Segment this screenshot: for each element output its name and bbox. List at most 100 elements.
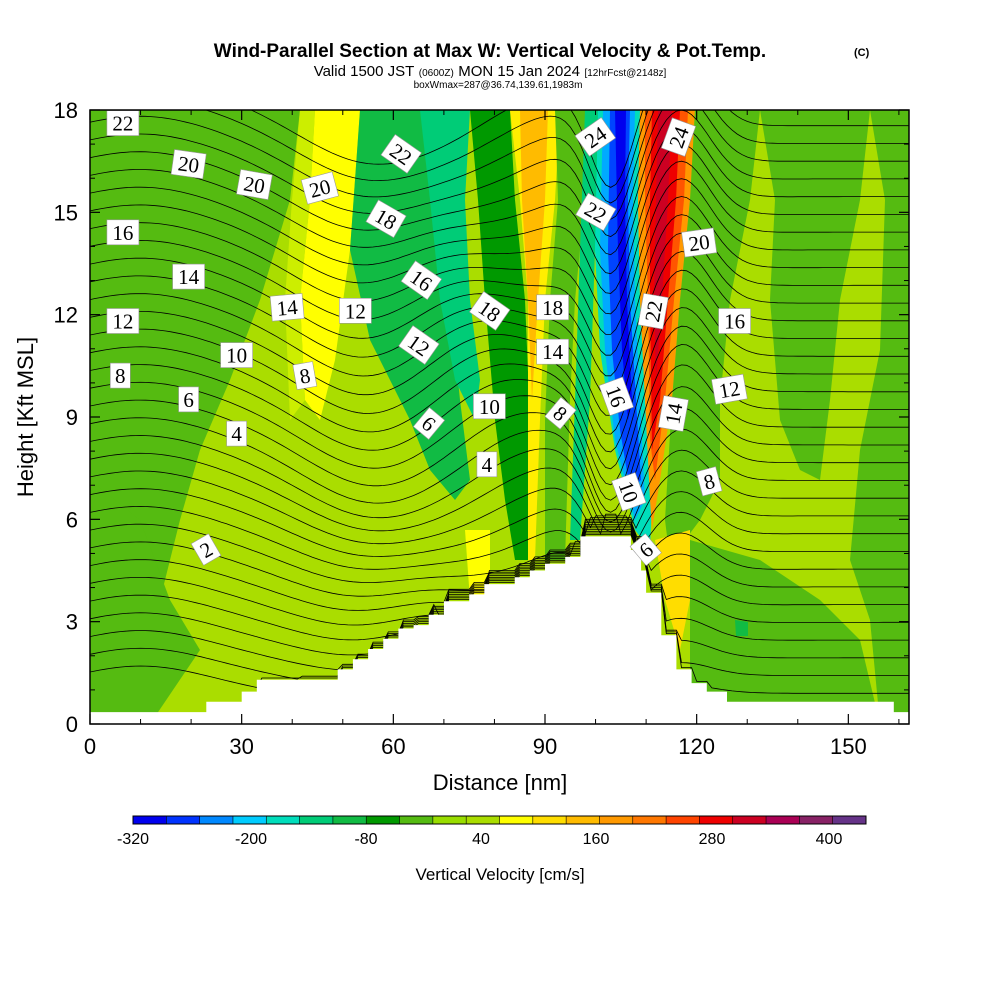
contour-label-text: 6 — [183, 388, 194, 412]
contour-label-box — [226, 420, 247, 447]
contour-label-box — [412, 406, 446, 440]
x-axis-label: Distance [nm] — [433, 770, 568, 795]
contour-label-text: 12 — [717, 376, 742, 403]
contour-label-box — [544, 396, 577, 430]
contour-label-box — [190, 533, 222, 566]
chart-subtitle-2: boxWmax=287@36.74,139.61,1983m — [414, 80, 583, 91]
colorbar-label: Vertical Velocity [cm/s] — [415, 865, 584, 884]
contour-label-text: 20 — [177, 151, 201, 178]
contour-label-box — [365, 199, 407, 239]
contour-label-box — [269, 293, 305, 322]
contour-label: 2 — [190, 533, 222, 566]
y-axis: 0 3 6 9 12 15 18 — [54, 98, 909, 737]
contour-line — [90, 214, 909, 377]
contour-label-text: 10 — [226, 344, 247, 368]
contour-line — [250, 110, 644, 188]
contour-line — [90, 428, 909, 535]
contour-line — [90, 529, 909, 656]
contour-line — [90, 269, 909, 435]
chart-title: Wind-Parallel Section at Max W: Vertical… — [214, 41, 766, 62]
contour-line — [90, 522, 909, 597]
x-tick-label: 120 — [678, 734, 715, 759]
contour-label-box — [339, 297, 372, 324]
contour-label: 6 — [629, 533, 662, 567]
contour-label-text: 22 — [640, 299, 667, 324]
y-tick-label: 6 — [66, 507, 78, 532]
y-tick-label: 0 — [66, 712, 78, 737]
contour-line — [90, 532, 909, 680]
contour-label: 8 — [544, 396, 577, 430]
x-axis: 0 30 60 90 120 150 — [84, 110, 900, 759]
colorbar-tick-label: 160 — [583, 831, 610, 848]
contour-label: 22 — [106, 110, 140, 136]
contour-line — [90, 110, 909, 238]
contour-line — [90, 449, 909, 545]
colorbar-tick-label: -320 — [117, 831, 149, 848]
contour-label-box — [292, 361, 318, 391]
contour-label: 16 — [718, 308, 751, 334]
contour-label-box — [300, 171, 339, 205]
colorbar-swatch — [699, 816, 734, 824]
contour-label: 14 — [172, 263, 205, 290]
contour-label: 20 — [300, 171, 339, 205]
colorbar-swatch — [499, 816, 534, 824]
contour-label: 24 — [660, 117, 697, 157]
contour-label-box — [476, 451, 498, 478]
colorbar-swatch — [432, 816, 467, 824]
contour-label: 20 — [170, 149, 207, 180]
contour-label: 10 — [220, 342, 253, 368]
contour-label: 4 — [226, 420, 247, 447]
contour-line — [90, 524, 909, 611]
contour-label-box — [398, 325, 440, 365]
contour-line — [204, 110, 909, 204]
contour-label-text: 16 — [724, 310, 745, 334]
x-tick-label: 30 — [229, 734, 253, 759]
colorbar-swatch — [532, 816, 567, 824]
contour-label-box — [172, 263, 205, 290]
contour-label-text: 14 — [178, 265, 200, 289]
y-tick-label: 3 — [66, 610, 78, 635]
field-deepblue-band — [615, 110, 632, 420]
contour-line — [90, 178, 909, 335]
colorbar-swatch — [266, 816, 301, 824]
colorbar-swatch — [166, 816, 201, 824]
contour-label: 14 — [269, 293, 305, 322]
colorbar-tick-label: 280 — [699, 831, 726, 848]
contour-label: 8 — [110, 362, 131, 389]
contour-line — [90, 491, 909, 570]
contour-label-box — [468, 291, 511, 331]
contour-label-text: 14 — [542, 340, 564, 364]
title-mark: (C) — [854, 47, 870, 59]
contour-label-box — [106, 219, 140, 246]
colorbar-swatch — [832, 816, 867, 824]
contour-label: 4 — [476, 451, 498, 478]
contour-label: 6 — [412, 406, 446, 440]
colorbar-swatch — [666, 816, 700, 824]
x-tick-label: 90 — [533, 734, 557, 759]
y-tick-label: 9 — [66, 405, 78, 430]
contour-label-text: 8 — [115, 364, 126, 388]
contour-label-text: 4 — [482, 453, 493, 477]
contour-line — [90, 325, 909, 486]
colorbar-swatch — [799, 816, 834, 824]
contour-label-text: 10 — [479, 395, 500, 419]
contour-label-text: 12 — [112, 310, 133, 334]
field-yellow-right — [655, 530, 690, 650]
contour-label: 12 — [339, 297, 372, 324]
contour-line — [90, 534, 909, 694]
contour-label-box — [695, 466, 723, 497]
colorbar-swatch — [566, 816, 600, 824]
contour-line — [90, 525, 909, 626]
colorbar-swatch — [766, 816, 800, 824]
contour-label-text: 16 — [112, 221, 133, 245]
contour-label-box — [536, 294, 569, 321]
contour-line — [90, 143, 909, 294]
contour-line — [90, 160, 909, 315]
contour-label-box — [110, 362, 131, 389]
contour-line — [90, 527, 909, 641]
contour-label-text: 20 — [242, 171, 267, 198]
contour-label: 12 — [711, 373, 748, 405]
chart-subtitle: Valid 1500 JST (0600Z) MON 15 Jan 2024 [… — [314, 63, 667, 80]
colorbar-swatch — [399, 816, 434, 824]
contour-label-box — [400, 260, 443, 301]
